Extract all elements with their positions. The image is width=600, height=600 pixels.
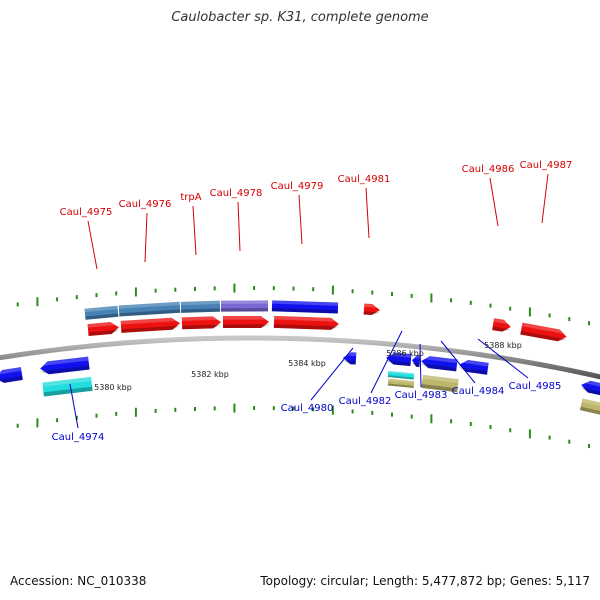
feature-block — [180, 300, 221, 313]
scale-label: 5384 kbp — [288, 359, 326, 368]
feature-block — [387, 371, 415, 380]
genome-backbone — [0, 335, 600, 380]
gene-arrow-reverse — [0, 367, 23, 383]
gene-label-reverse: Caul_4984 — [452, 386, 505, 397]
leader-line-forward — [298, 194, 303, 245]
scale-label: 5382 kbp — [191, 370, 229, 379]
gene-label-forward: Caul_4986 — [462, 164, 515, 175]
leader-line-reverse — [69, 383, 79, 429]
leader-line-forward — [87, 220, 98, 270]
gene-arrow-forward — [87, 321, 120, 337]
gene-arrow-forward — [181, 316, 222, 330]
backbone-line — [0, 335, 600, 380]
feature-block — [271, 300, 339, 314]
gene-label-forward: trpA — [180, 192, 201, 203]
gene-arrow-forward — [520, 322, 568, 342]
label-leaders — [69, 173, 549, 429]
genome-summary-text: Topology: circular; Length: 5,477,872 bp… — [260, 574, 590, 588]
gene-label-reverse: Caul_4982 — [339, 396, 392, 407]
gene-label-forward: Caul_4979 — [271, 181, 324, 192]
scale-label: 5386 kbp — [386, 349, 424, 358]
gene-arrow-forward — [492, 318, 512, 332]
scale-ticks-forward — [16, 283, 590, 326]
scale-ticks-reverse — [16, 403, 590, 449]
gene-label-forward: Caul_4976 — [119, 199, 172, 210]
leader-line-reverse — [370, 330, 403, 394]
gene-arrow-forward — [120, 317, 181, 333]
scale-labels: 5380 kbp 5382 kbp 5384 kbp 5386 kbp 5388 kbp — [94, 341, 522, 392]
gene-arrow-reverse — [580, 380, 600, 396]
gene-arrow-reverse — [411, 354, 421, 368]
map-title: Caulobacter sp. K31, complete genome — [171, 10, 429, 25]
gene-arrow-reverse — [458, 359, 489, 375]
scale-label: 5388 kbp — [484, 341, 522, 350]
gene-features — [0, 300, 600, 415]
leader-line-forward — [144, 212, 148, 263]
feature-block — [42, 376, 93, 397]
gene-arrow-reverse — [39, 356, 90, 375]
leader-line-forward — [192, 205, 197, 256]
feature-block — [118, 301, 181, 317]
leader-line-reverse — [419, 343, 422, 388]
gene-label-reverse: Caul_4980 — [281, 403, 334, 414]
gene-label-reverse: Caul_4985 — [509, 381, 562, 392]
gene-labels: Caul_4975 Caul_4976 trpA Caul_4978 Caul_4979… — [52, 160, 573, 443]
leader-line-reverse — [440, 340, 476, 384]
accession-text: Accession: NC_010338 — [10, 574, 147, 588]
feature-block — [421, 374, 459, 393]
gene-label-forward: Caul_4981 — [338, 174, 391, 185]
gene-arrow-forward — [363, 303, 381, 316]
feature-block — [579, 398, 600, 415]
feature-block — [387, 378, 415, 389]
scale-label: 5380 kbp — [94, 383, 132, 392]
feature-block — [220, 300, 269, 312]
feature-block — [84, 305, 119, 320]
leader-line-reverse — [310, 347, 354, 401]
leader-line-reverse — [477, 338, 529, 379]
gene-arrow-forward — [273, 315, 340, 330]
gene-label-reverse: Caul_4983 — [395, 390, 448, 401]
gene-label-forward: Caul_4978 — [210, 188, 263, 199]
gene-label-forward: Caul_4975 — [60, 207, 113, 218]
gene-arrow-reverse — [385, 352, 412, 367]
gene-label-forward: Caul_4987 — [520, 160, 573, 171]
leader-line-forward — [237, 201, 241, 252]
gene-label-reverse: Caul_4974 — [52, 432, 105, 443]
gene-arrow-reverse — [342, 352, 357, 365]
gene-arrow-reverse — [420, 356, 458, 372]
leader-line-forward — [541, 173, 549, 224]
leader-line-forward — [365, 187, 370, 239]
gene-arrow-forward — [222, 315, 270, 329]
leader-line-forward — [489, 177, 499, 227]
